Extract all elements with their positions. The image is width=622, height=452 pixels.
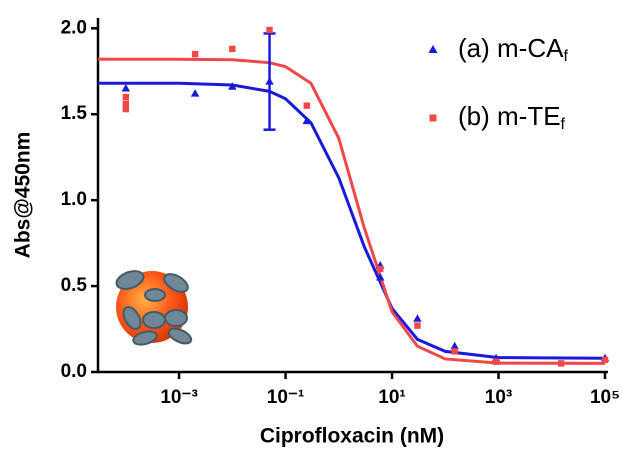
legend-marker xyxy=(429,114,437,122)
legend-label: (b) m-TEf xyxy=(458,101,566,133)
x-tick-label: 10³ xyxy=(485,387,512,408)
point xyxy=(122,105,130,113)
point xyxy=(492,358,500,365)
point xyxy=(122,93,130,101)
point xyxy=(413,314,422,322)
legend-name: (a) m-CA xyxy=(458,33,564,63)
y-tick-label: 0.5 xyxy=(61,275,88,296)
point xyxy=(303,102,310,109)
legend-marker xyxy=(428,45,438,53)
point xyxy=(121,83,131,92)
legend-label: (a) m-CAf xyxy=(458,33,568,65)
legend-name: (b) m-TE xyxy=(458,101,561,131)
point xyxy=(266,26,273,34)
point xyxy=(302,116,311,125)
error-bar xyxy=(263,32,276,131)
y-tick-label: 0.0 xyxy=(61,361,87,382)
axes xyxy=(96,18,608,374)
fit-curve xyxy=(98,57,606,365)
y-tick-label: 1.0 xyxy=(61,189,87,210)
legend-subscript: f xyxy=(561,116,566,133)
point xyxy=(377,265,384,273)
point xyxy=(191,50,199,58)
point xyxy=(122,100,130,108)
point xyxy=(414,322,421,329)
point xyxy=(376,272,385,281)
point xyxy=(450,341,459,350)
x-tick-label: 10⁵ xyxy=(590,387,620,408)
point xyxy=(229,45,236,53)
legend-subscript: f xyxy=(563,48,568,65)
point xyxy=(557,360,565,367)
point xyxy=(601,356,609,364)
legend-item: (a) m-CAf xyxy=(428,33,568,65)
legend-item: (b) m-TEf xyxy=(429,101,566,133)
x-tick-label: 10¹ xyxy=(378,387,405,408)
y-tick-label: 1.5 xyxy=(61,103,88,124)
y-axis-title: Abs@450nm xyxy=(12,132,35,259)
point xyxy=(228,82,237,90)
point xyxy=(451,348,458,355)
y-tick-label: 2.0 xyxy=(61,17,87,38)
point xyxy=(190,89,200,97)
x-tick-label: 10⁻¹ xyxy=(267,387,305,408)
nanoparticle-icon xyxy=(115,270,193,346)
x-tick-label: 10⁻³ xyxy=(160,387,198,408)
x-axis-title: Ciprofloxacin (nM) xyxy=(260,425,444,448)
